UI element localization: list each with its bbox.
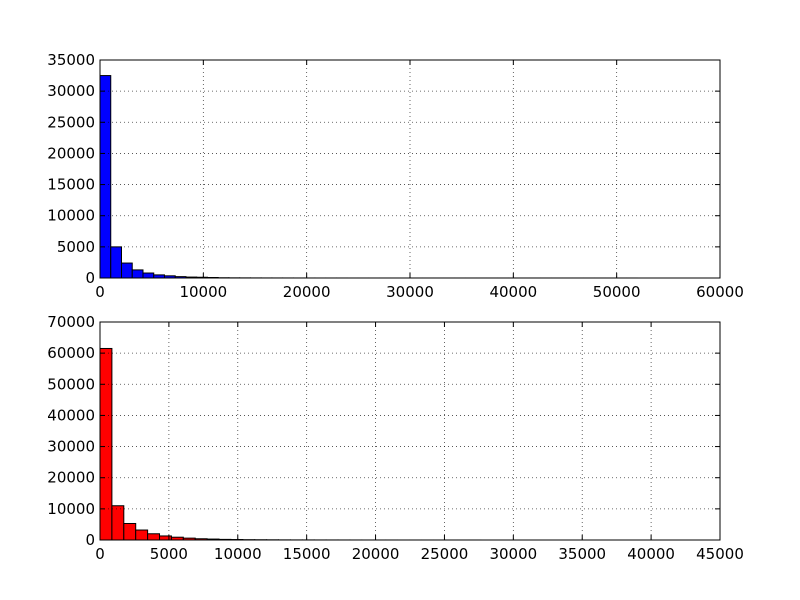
histogram-bar: [111, 505, 125, 541]
histogram-bar: [147, 533, 161, 541]
histogram-bar: [99, 75, 112, 279]
x-tick-label: 30000: [489, 545, 537, 563]
histogram-bar: [120, 262, 133, 279]
y-tick-label: 10000: [47, 207, 95, 225]
y-tick-label: 5000: [57, 238, 95, 256]
y-tick-label: 30000: [47, 82, 95, 100]
lower-histogram: 0 5000 10000 15000 20000 25000 30000 35000 40000…: [47, 313, 744, 563]
x-tick-label: 50000: [593, 283, 641, 301]
y-tick-label: 20000: [47, 144, 95, 162]
x-tick-label: 40000: [627, 545, 675, 563]
y-tick-label: 25000: [47, 113, 95, 131]
x-tick-label: 60000: [696, 283, 744, 301]
y-tick-label: 30000: [47, 438, 95, 456]
histogram-bar: [142, 272, 155, 279]
y-tick-label: 50000: [47, 375, 95, 393]
y-tick-label: 15000: [47, 176, 95, 194]
histogram-bar: [159, 535, 172, 541]
x-tick-label: 20000: [352, 545, 400, 563]
x-tick-label: 25000: [421, 545, 469, 563]
histogram-bar: [110, 246, 122, 279]
x-tick-label: 20000: [283, 283, 331, 301]
x-tick-label: 5000: [150, 545, 188, 563]
x-tick-label: 45000: [696, 545, 744, 563]
x-tick-label: 10000: [214, 545, 262, 563]
x-tick-label: 0: [95, 545, 105, 563]
y-tick-label: 60000: [47, 344, 95, 362]
axes-frame: [99, 321, 721, 541]
y-tick-label: 20000: [47, 469, 95, 487]
histogram-bar: [99, 347, 113, 541]
y-tick-label: 40000: [47, 406, 95, 424]
upper-histogram: 0 10000 20000 30000 40000 50000 60000 0 5000 1000…: [47, 51, 744, 301]
histogram-bar: [131, 269, 144, 279]
histogram-bar: [135, 529, 149, 541]
x-tick-label: 10000: [179, 283, 227, 301]
histogram-bar: [123, 522, 137, 541]
x-tick-label: 35000: [558, 545, 606, 563]
y-tick-label: 35000: [47, 51, 95, 69]
x-tick-label: 15000: [283, 545, 331, 563]
y-tick-label: 0: [85, 269, 95, 287]
y-tick-label: 10000: [47, 500, 95, 518]
y-tick-label: 70000: [47, 313, 95, 331]
x-tick-label: 40000: [489, 283, 537, 301]
x-tick-label: 0: [95, 283, 105, 301]
x-tick-label: 30000: [386, 283, 434, 301]
y-tick-label: 0: [85, 531, 95, 549]
